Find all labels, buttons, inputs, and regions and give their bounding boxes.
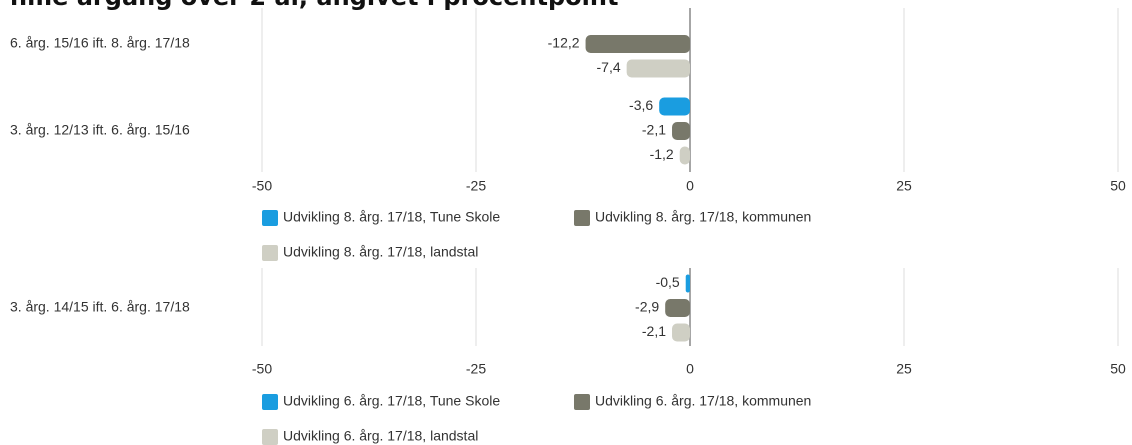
- legend-swatch: [262, 429, 278, 445]
- legend-label: Udvikling 8. årg. 17/18, Tune Skole: [283, 209, 500, 225]
- legend-swatch: [262, 210, 278, 226]
- data-label: -7,4: [597, 59, 621, 75]
- bar: [685, 274, 690, 293]
- bar: [679, 146, 690, 165]
- x-tick-label: 50: [1110, 178, 1126, 194]
- x-tick-label: -50: [252, 361, 272, 377]
- bar: [672, 323, 690, 342]
- x-tick-label: -50: [252, 178, 272, 194]
- data-label: -1,2: [650, 146, 674, 162]
- x-tick-label: -25: [466, 361, 486, 377]
- legend-label: Udvikling 6. årg. 17/18, kommunen: [595, 393, 811, 409]
- legend-swatch: [262, 245, 278, 261]
- legend-label: Udvikling 6. årg. 17/18, Tune Skole: [283, 393, 500, 409]
- bar: [585, 35, 690, 53]
- data-label: -2,1: [642, 122, 666, 138]
- x-tick-label: 0: [686, 361, 694, 377]
- legend-label: Udvikling 8. årg. 17/18, kommunen: [595, 209, 811, 225]
- bar: [626, 59, 690, 78]
- data-label: -2,9: [635, 299, 659, 315]
- x-tick-label: -25: [466, 178, 486, 194]
- legend-swatch: [574, 394, 590, 410]
- y-tick-label: 6. årg. 15/16 ift. 8. årg. 17/18: [10, 35, 190, 51]
- data-label: -12,2: [548, 35, 580, 51]
- x-tick-label: 0: [686, 178, 694, 194]
- legend-label: Udvikling 6. årg. 17/18, landstal: [283, 428, 478, 444]
- data-label: -0,5: [656, 274, 680, 290]
- data-label: -3,6: [629, 97, 653, 113]
- data-label: -2,1: [642, 323, 666, 339]
- bar: [672, 122, 690, 140]
- y-tick-label: 3. årg. 14/15 ift. 6. årg. 17/18: [10, 299, 190, 315]
- legend-swatch: [574, 210, 590, 226]
- legend-label: Udvikling 8. årg. 17/18, landstal: [283, 244, 478, 260]
- x-tick-label: 25: [896, 361, 912, 377]
- chart-title: nme årgang over 2 år, angivet i procentp…: [10, 0, 618, 11]
- x-tick-label: 25: [896, 178, 912, 194]
- bar: [665, 299, 690, 317]
- legend-swatch: [262, 394, 278, 410]
- y-tick-label: 3. årg. 12/13 ift. 6. årg. 15/16: [10, 122, 190, 138]
- bar: [659, 97, 690, 116]
- x-tick-label: 50: [1110, 361, 1126, 377]
